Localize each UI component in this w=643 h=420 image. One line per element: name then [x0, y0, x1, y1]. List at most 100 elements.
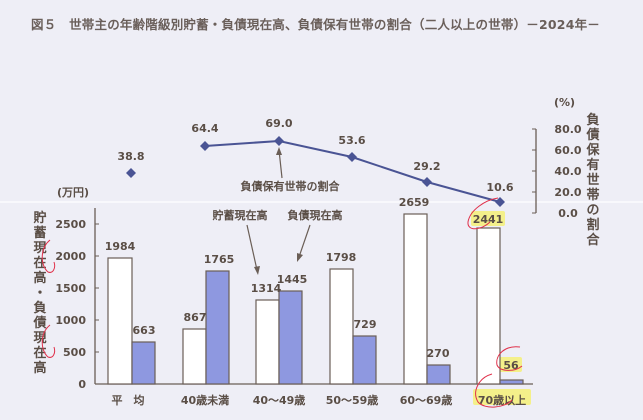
- category-labels: 平 均 40歳未満 40～49歳 50～59歳 60～69歳 70歳以上: [112, 393, 527, 407]
- arrow-down-icon: [297, 253, 303, 262]
- bar-debt-40s: [278, 290, 303, 385]
- svg-text:270: 270: [427, 347, 450, 360]
- ratio-marker-70plus: [495, 197, 505, 207]
- left-unit: (万円): [57, 186, 89, 199]
- svg-text:負債保有世帯の割合: 負債保有世帯の割合: [241, 179, 341, 193]
- svg-text:保: 保: [585, 142, 600, 158]
- svg-text:2659: 2659: [399, 196, 430, 209]
- bar-savings-60s: [403, 213, 428, 385]
- bar-debt-50s: [352, 335, 377, 385]
- ratio-marker-40s: [274, 136, 284, 146]
- bars-savings: [107, 213, 501, 385]
- highlight-2441: [471, 211, 505, 226]
- svg-text:債: 債: [32, 315, 46, 331]
- svg-text:663: 663: [133, 324, 156, 337]
- left-tick-1500: 1500: [55, 282, 86, 295]
- svg-text:貯: 貯: [33, 210, 46, 226]
- svg-text:負: 負: [33, 300, 46, 316]
- ratio-marker-50s: [347, 152, 357, 162]
- annotation-savings: 貯蓄現在高: [213, 208, 268, 275]
- svg-text:割: 割: [586, 217, 599, 233]
- svg-text:40歳未満: 40歳未満: [181, 393, 229, 407]
- svg-text:53.6: 53.6: [338, 134, 365, 147]
- svg-text:50～59歳: 50～59歳: [326, 393, 379, 407]
- svg-text:69.0: 69.0: [265, 117, 292, 130]
- right-tick-0: 0.0: [558, 207, 578, 220]
- left-tick-2000: 2000: [55, 250, 86, 263]
- svg-text:帯: 帯: [586, 187, 599, 203]
- bar-savings-40s: [255, 299, 280, 385]
- annotation-debt: 負債現在高: [288, 208, 343, 262]
- svg-text:世: 世: [586, 172, 599, 188]
- svg-text:・: ・: [33, 286, 46, 301]
- chart-title: 図５ 世帯主の年齢階級別貯蓄・負債現在高、負債保有世帯の割合（二人以上の世帯）－…: [31, 17, 600, 32]
- ratio-marker-avg: [126, 168, 136, 178]
- svg-text:1798: 1798: [326, 251, 357, 264]
- left-axis-title: 貯 蓄 現 在 高 ・ 負 債 現 在 高: [32, 210, 46, 376]
- debt-value-labels: 663 1765 1445 729 270 56: [133, 253, 519, 372]
- bar-debt-avg: [131, 341, 156, 385]
- arrow-up-icon: [276, 147, 282, 155]
- svg-text:高: 高: [33, 270, 46, 286]
- svg-text:高: 高: [33, 360, 46, 376]
- svg-text:729: 729: [354, 318, 377, 331]
- svg-text:蓄: 蓄: [33, 225, 46, 241]
- bar-savings-50s: [329, 268, 354, 385]
- svg-text:の: の: [586, 203, 599, 218]
- right-tick-60: 60.0: [554, 144, 581, 157]
- bar-savings-under40: [182, 328, 207, 385]
- svg-text:貯蓄現在高: 貯蓄現在高: [213, 208, 268, 222]
- highlight-70plus: [473, 389, 531, 405]
- svg-text:64.4: 64.4: [191, 122, 218, 135]
- svg-text:40～49歳: 40～49歳: [253, 393, 306, 407]
- bar-debt-under40: [205, 270, 230, 385]
- bar-savings-avg: [107, 257, 133, 385]
- right-axis: 80.0 60.0 40.0 20.0 0.0 (%): [532, 96, 582, 220]
- svg-text:2441: 2441: [473, 213, 504, 226]
- ratio-line-series: [126, 136, 505, 207]
- highlight-56: [494, 357, 522, 372]
- svg-text:負債現在高: 負債現在高: [288, 208, 343, 222]
- arrow-down-icon: [254, 266, 260, 275]
- svg-text:1765: 1765: [204, 253, 235, 266]
- svg-text:平 均: 平 均: [112, 393, 145, 407]
- svg-text:38.8: 38.8: [117, 150, 144, 163]
- svg-text:10.6: 10.6: [486, 181, 513, 194]
- svg-text:合: 合: [586, 232, 600, 248]
- svg-text:現: 現: [33, 241, 46, 256]
- ratio-marker-60s: [422, 177, 432, 187]
- ratio-marker-under40: [200, 141, 210, 151]
- svg-text:29.2: 29.2: [413, 160, 440, 173]
- left-tick-2500: 2500: [55, 218, 86, 231]
- handwritten-marks: [41, 197, 523, 408]
- svg-text:60～69歳: 60～69歳: [400, 393, 453, 407]
- svg-text:1984: 1984: [105, 240, 136, 253]
- svg-text:有: 有: [586, 157, 599, 173]
- svg-text:債: 債: [585, 127, 599, 143]
- svg-text:現: 現: [33, 331, 46, 346]
- left-tick-500: 500: [63, 346, 86, 359]
- svg-text:867: 867: [184, 311, 207, 324]
- right-unit: (%): [554, 96, 575, 109]
- ratio-value-labels: 38.8 64.4 69.0 53.6 29.2 10.6: [117, 117, 513, 194]
- left-tick-1000: 1000: [55, 314, 86, 327]
- svg-text:在: 在: [33, 255, 46, 271]
- svg-text:1314: 1314: [251, 282, 282, 295]
- left-tick-0: 0: [78, 378, 86, 391]
- right-tick-40: 40.0: [554, 165, 581, 178]
- annotation-ratio: 負債保有世帯の割合: [241, 147, 341, 193]
- right-tick-80: 80.0: [554, 123, 581, 136]
- bar-debt-60s: [426, 364, 451, 385]
- right-tick-20: 20.0: [554, 186, 581, 199]
- left-axis: 2500 2000 1500 1000 500 0 (万円): [55, 186, 533, 391]
- bars-debt: [131, 270, 524, 385]
- bar-savings-70plus: [476, 227, 501, 385]
- right-axis-title: 負 債 保 有 世 帯 の 割 合: [585, 112, 600, 248]
- svg-text:70歳以上: 70歳以上: [478, 393, 526, 407]
- svg-text:負: 負: [586, 112, 599, 128]
- svg-text:56: 56: [503, 359, 519, 372]
- paper-crease: [0, 201, 643, 203]
- savings-value-labels: 1984 867 1314 1798 2659 2441: [105, 196, 504, 324]
- bar-debt-70plus: [499, 379, 524, 385]
